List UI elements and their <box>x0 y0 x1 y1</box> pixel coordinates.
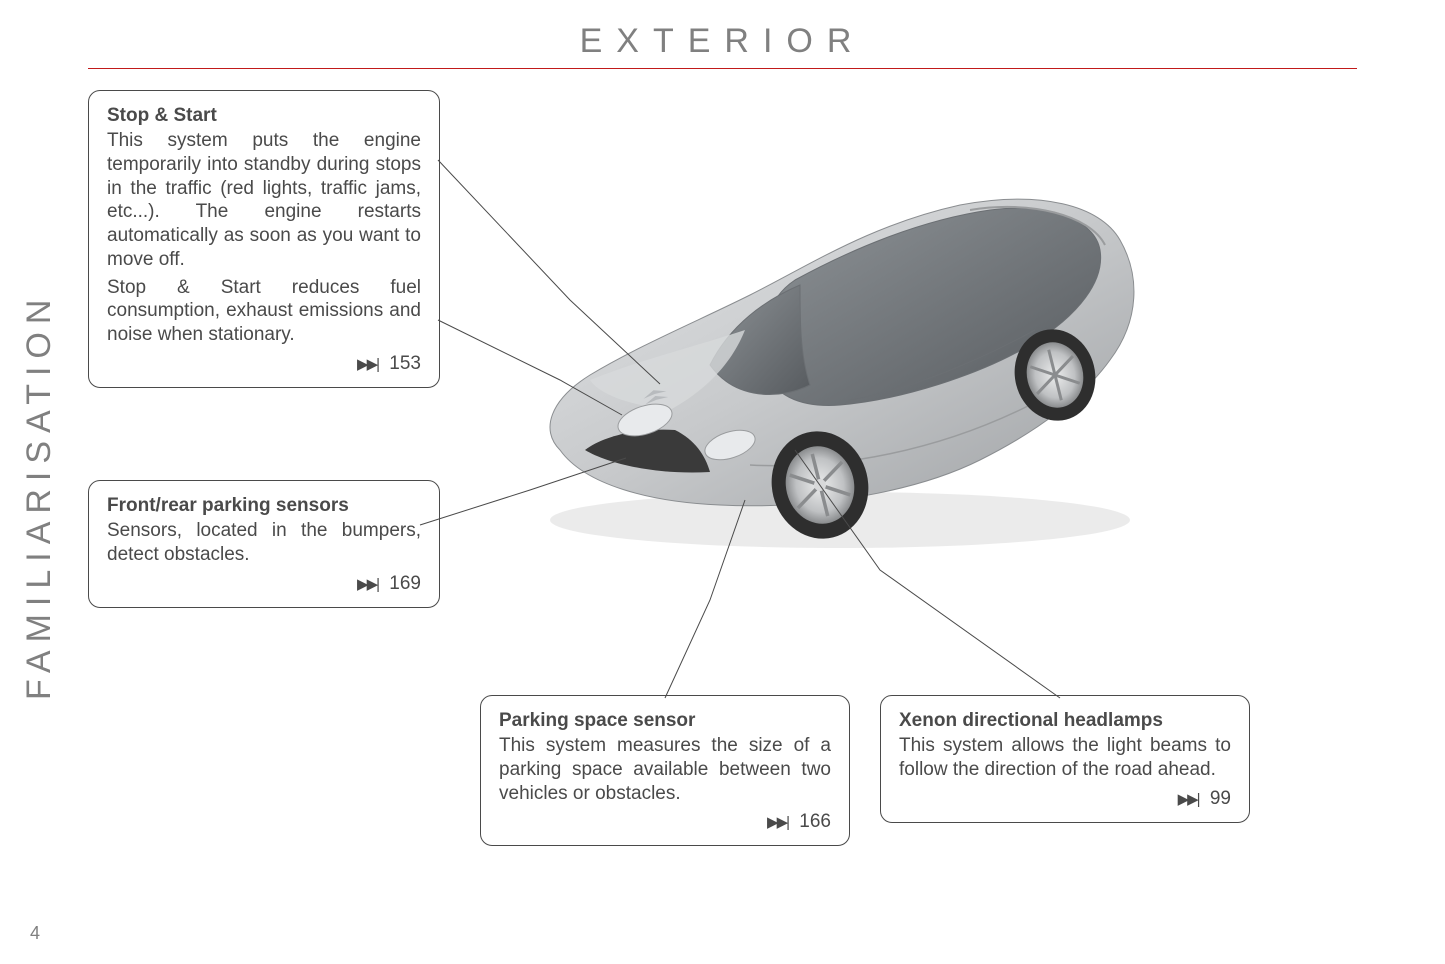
callout-stop-start: Stop & Start This system puts the engine… <box>88 90 440 388</box>
callout-heading: Parking space sensor <box>499 710 831 732</box>
title-rule <box>88 68 1357 69</box>
car-svg <box>500 150 1160 570</box>
callout-body: Stop & Start reduces fuel consumption, e… <box>107 276 421 347</box>
forward-icon: ▶▶| <box>357 356 378 373</box>
callout-body: This system puts the engine temporarily … <box>107 129 421 272</box>
callout-heading: Xenon directional headlamps <box>899 710 1231 732</box>
callout-parking-space: Parking space sensor This system measure… <box>480 695 850 846</box>
section-sidebar: FAMILIARISATION <box>20 292 59 700</box>
page-reference: ▶▶| 166 <box>499 811 831 833</box>
forward-icon: ▶▶| <box>357 576 378 593</box>
page-number: 4 <box>30 923 40 944</box>
forward-icon: ▶▶| <box>767 814 788 831</box>
page-ref-number: 99 <box>1210 788 1231 809</box>
callout-parking-sensors: Front/rear parking sensors Sensors, loca… <box>88 480 440 608</box>
forward-icon: ▶▶| <box>1178 791 1199 808</box>
page-ref-number: 153 <box>389 353 421 374</box>
callout-body: This system measures the size of a parki… <box>499 734 831 805</box>
car-illustration <box>500 150 1160 570</box>
callout-heading: Front/rear parking sensors <box>107 495 421 517</box>
page-reference: ▶▶| 169 <box>107 573 421 595</box>
manual-page: EXTERIOR FAMILIARISATION <box>0 0 1445 964</box>
callout-body: This system allows the light beams to fo… <box>899 734 1231 782</box>
page-ref-number: 166 <box>799 811 831 832</box>
page-title: EXTERIOR <box>0 22 1445 61</box>
page-reference: ▶▶| 153 <box>107 353 421 375</box>
callout-heading: Stop & Start <box>107 105 421 127</box>
callout-body: Sensors, located in the bumpers, detect … <box>107 519 421 567</box>
page-ref-number: 169 <box>389 573 421 594</box>
callout-xenon: Xenon directional headlamps This system … <box>880 695 1250 823</box>
page-reference: ▶▶| 99 <box>899 788 1231 810</box>
